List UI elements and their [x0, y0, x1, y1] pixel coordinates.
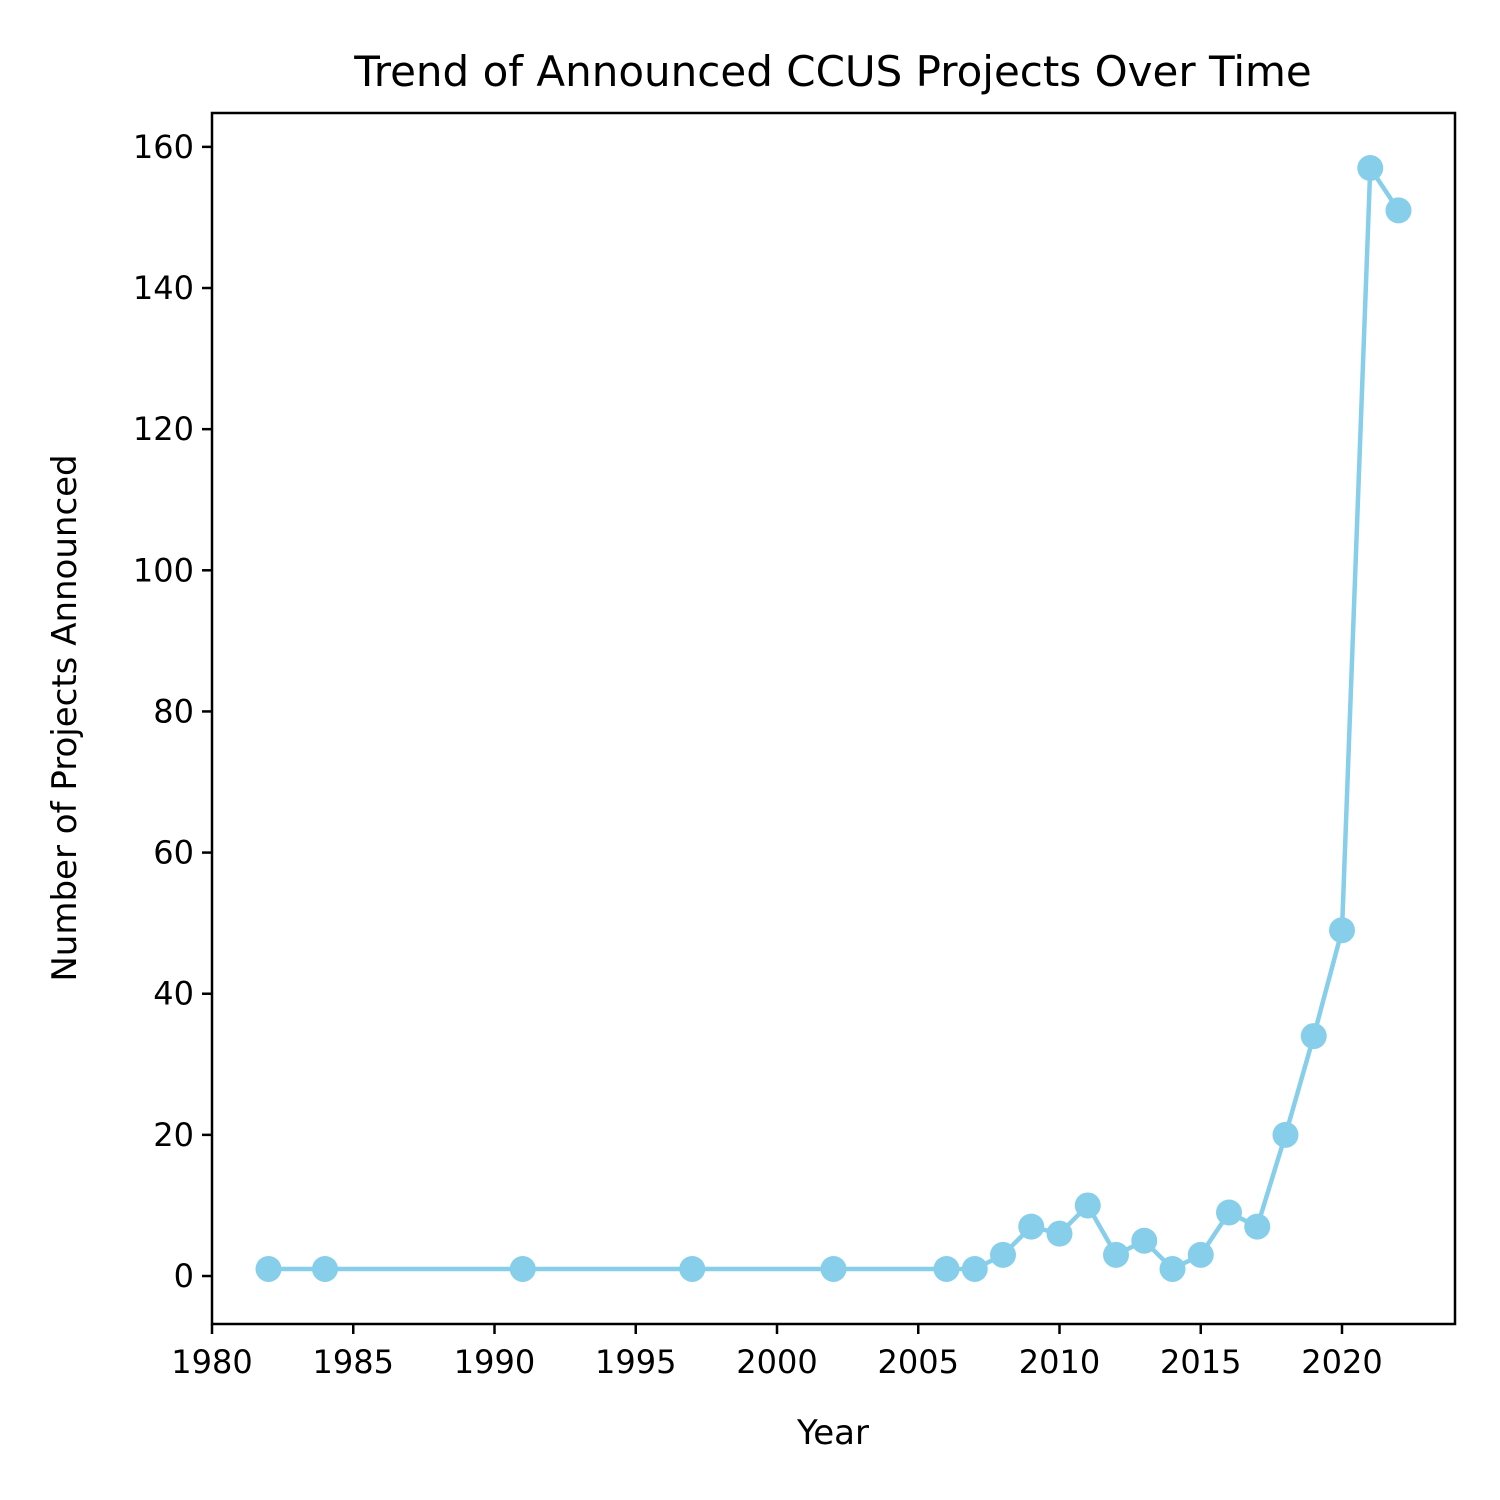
- data-point: [1216, 1199, 1242, 1226]
- data-point: [933, 1255, 960, 1282]
- data-point: [1159, 1255, 1186, 1282]
- data-point: [1385, 197, 1412, 224]
- data-point: [1244, 1213, 1271, 1240]
- data-point: [961, 1255, 988, 1282]
- data-point: [1187, 1241, 1214, 1268]
- x-tick-label: 1985: [313, 1343, 394, 1381]
- y-axis-label: Number of Projects Announced: [45, 454, 85, 981]
- data-point: [679, 1255, 706, 1282]
- data-point: [1300, 1023, 1327, 1050]
- data-point: [255, 1255, 282, 1282]
- x-tick-label: 2010: [1019, 1343, 1100, 1381]
- x-tick-label: 2005: [878, 1343, 959, 1381]
- data-point: [990, 1241, 1016, 1268]
- y-tick-label: 160: [133, 128, 194, 166]
- y-tick-label: 120: [133, 410, 194, 448]
- data-point: [312, 1255, 338, 1282]
- data-point: [1074, 1192, 1101, 1219]
- x-tick-label: 1995: [595, 1343, 676, 1381]
- x-tick-label: 1990: [454, 1343, 535, 1381]
- y-tick-label: 140: [133, 269, 194, 307]
- x-axis-label: Year: [796, 1413, 869, 1453]
- x-axis-ticks: 1980 1985 1990 1995 2000 2005 2010 2015 2020: [171, 1324, 1383, 1381]
- x-tick-label: 2015: [1160, 1343, 1241, 1381]
- data-point: [1357, 155, 1384, 182]
- y-tick-label: 80: [153, 692, 194, 730]
- data-point: [1272, 1121, 1299, 1148]
- data-point: [820, 1255, 847, 1282]
- data-point: [1329, 917, 1355, 944]
- y-tick-label: 20: [153, 1116, 194, 1154]
- x-tick-label: 2000: [736, 1343, 817, 1381]
- y-tick-label: 60: [153, 834, 194, 872]
- data-point: [1131, 1227, 1158, 1254]
- data-point: [509, 1255, 536, 1282]
- data-point: [1046, 1220, 1073, 1247]
- plot-frame: [210, 111, 1457, 1326]
- chart-title: Trend of Announced CCUS Projects Over Ti…: [353, 47, 1311, 96]
- plot-area: [255, 155, 1412, 1282]
- data-point: [1018, 1213, 1045, 1240]
- y-tick-label: 0: [174, 1257, 194, 1295]
- data-point: [1103, 1241, 1129, 1268]
- series-line: [268, 165, 1401, 1272]
- x-tick-label: 1980: [171, 1343, 252, 1381]
- y-axis-ticks: 0 20 40 60 80 100 120 140 160: [133, 128, 212, 1295]
- y-tick-label: 40: [153, 975, 194, 1013]
- x-tick-label: 2020: [1301, 1343, 1382, 1381]
- y-tick-label: 100: [133, 551, 194, 589]
